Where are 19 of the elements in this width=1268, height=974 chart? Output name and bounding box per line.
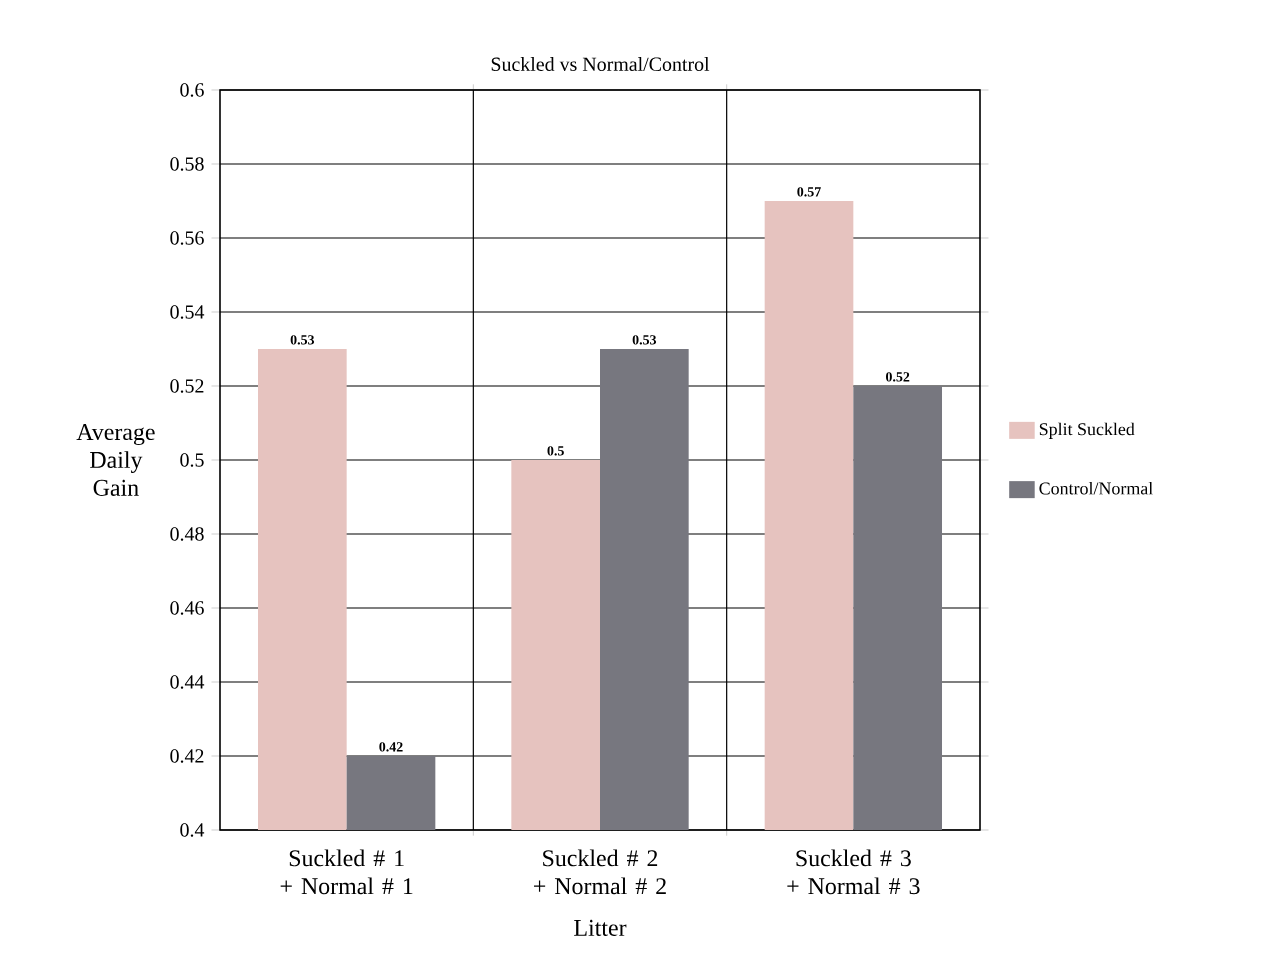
y-tick-label: 0.48	[170, 527, 204, 541]
y-tick-label: 0.44	[170, 675, 205, 689]
x-tick-label: Suckled # 2 + Normal # 2	[534, 849, 666, 895]
y-tick-label: 0.42	[170, 749, 204, 763]
y-axis-title: Average Daily Gain	[76, 424, 155, 496]
y-tick-label: 0.58	[170, 157, 204, 171]
x-tick-label: Suckled # 3 + Normal # 3	[787, 849, 920, 895]
x-tick-label: Suckled # 1 + Normal # 1	[280, 849, 413, 895]
y-tick-label: 0.52	[170, 379, 204, 393]
y-tick-label: 0.56	[170, 231, 204, 245]
y-tick-label: 0.46	[170, 601, 204, 615]
legend-label: Split Suckled	[1039, 422, 1135, 439]
y-tick-label: 0.6	[180, 83, 204, 97]
y-tick-label: 0.54	[170, 305, 205, 319]
legend-label: Control/Normal	[1039, 481, 1153, 495]
y-tick-label: 0.4	[180, 823, 205, 837]
y-tick-label: 0.5	[180, 453, 204, 467]
x-axis-title: Litter	[574, 919, 627, 936]
chart-title: Suckled vs Normal/Control	[491, 56, 710, 71]
